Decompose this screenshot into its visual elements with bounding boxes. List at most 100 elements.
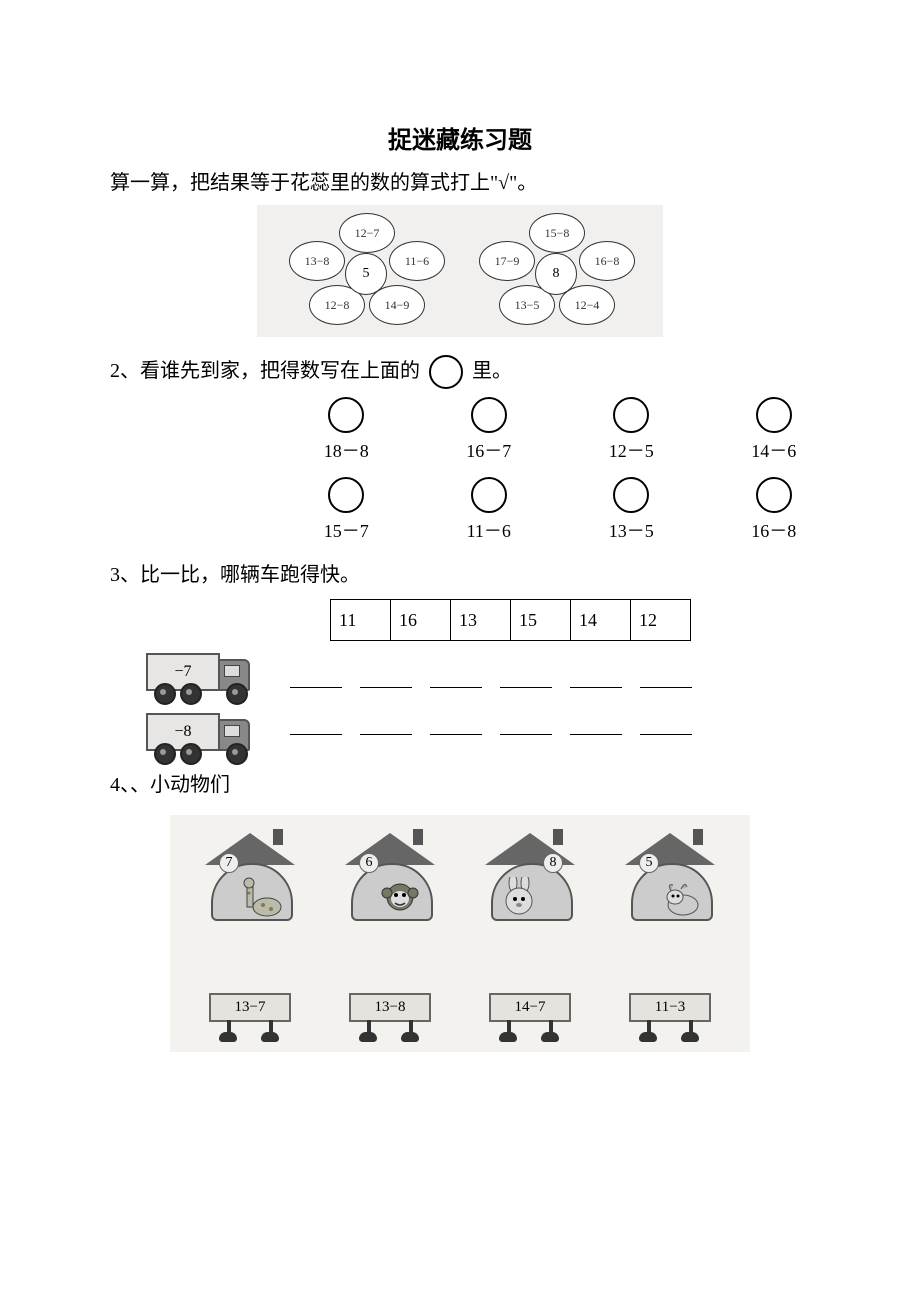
shoe-icon (541, 1032, 559, 1042)
blank[interactable] (360, 667, 412, 688)
flower-2: 15−8 17−9 16−8 13−5 12−4 8 (465, 211, 645, 331)
wheel-icon (180, 743, 202, 765)
house-monkey: 6 (335, 833, 445, 923)
wheel-icon (226, 743, 248, 765)
truck-row-1: −7 (140, 649, 810, 705)
rabbit-icon (499, 877, 545, 917)
expr: 12－5 (595, 437, 668, 463)
house-body (491, 863, 573, 921)
blank[interactable] (640, 667, 692, 688)
q2-item: 14－6 (738, 397, 811, 463)
expr: 13－5 (595, 517, 668, 543)
q2-suffix: 里。 (472, 360, 512, 382)
petal: 17−9 (479, 241, 535, 281)
q2-item: 16－8 (738, 477, 811, 543)
expr: 14－6 (738, 437, 811, 463)
q2-text: 2、看谁先到家，把得数写在上面的 里。 (110, 355, 810, 389)
wheel-icon (180, 683, 202, 705)
blank[interactable] (290, 714, 342, 735)
blank[interactable] (360, 714, 412, 735)
petal: 16−8 (579, 241, 635, 281)
shoe-icon (359, 1032, 377, 1042)
q4-text: 4、、小动物们 (110, 769, 810, 801)
house-giraffe: 7 (195, 833, 305, 923)
table-cell: 16 (391, 600, 451, 641)
feet-item: 13−8 (335, 993, 445, 1022)
expr-label: 11−3 (629, 993, 711, 1022)
answer-circle[interactable] (756, 477, 792, 513)
feet-row: 13−7 13−8 14−7 11−3 (180, 993, 740, 1022)
feet-item: 13−7 (195, 993, 305, 1022)
expr: 15－7 (310, 517, 383, 543)
house-goat: 5 (615, 833, 725, 923)
q2-item: 15－7 (310, 477, 383, 543)
table-cell: 12 (631, 600, 691, 641)
shoe-icon (681, 1032, 699, 1042)
truck-row-2: −8 (140, 709, 810, 765)
q2-item: 18－8 (310, 397, 383, 463)
q3-text: 3、比一比，哪辆车跑得快。 (110, 559, 810, 591)
table-cell: 13 (451, 600, 511, 641)
truck-icon: −8 (140, 709, 260, 765)
inline-circle-icon (429, 355, 463, 389)
monkey-icon (377, 877, 423, 917)
expr: 16－8 (738, 517, 811, 543)
table-cell: 11 (331, 600, 391, 641)
answer-circle[interactable] (328, 477, 364, 513)
expr-label: 13−7 (209, 993, 291, 1022)
q1-text: 算一算，把结果等于花蕊里的数的算式打上"√"。 (110, 167, 810, 199)
worksheet-page: 捉迷藏练习题 算一算，把结果等于花蕊里的数的算式打上"√"。 12−7 13−8… (0, 0, 920, 1112)
answer-circle[interactable] (613, 397, 649, 433)
house-body (631, 863, 713, 921)
q4-illustration: 7 6 (170, 815, 750, 1052)
giraffe-icon (237, 877, 283, 917)
answer-circle[interactable] (471, 397, 507, 433)
blank[interactable] (430, 667, 482, 688)
blank[interactable] (570, 714, 622, 735)
house-rabbit: 8 (475, 833, 585, 923)
q3-number-table: 11 16 13 15 14 12 (330, 599, 691, 641)
house-body (351, 863, 433, 921)
feet-item: 14−7 (475, 993, 585, 1022)
petal: 15−8 (529, 213, 585, 253)
petal: 13−8 (289, 241, 345, 281)
answer-blanks (290, 667, 692, 688)
shoe-icon (639, 1032, 657, 1042)
blank[interactable] (640, 714, 692, 735)
wheel-icon (154, 683, 176, 705)
expr: 16－7 (453, 437, 526, 463)
houses-row: 7 6 (180, 833, 740, 923)
blank[interactable] (570, 667, 622, 688)
flower-center: 8 (535, 253, 577, 295)
house-body (211, 863, 293, 921)
page-title: 捉迷藏练习题 (110, 120, 810, 155)
q2-prefix: 2、看谁先到家，把得数写在上面的 (110, 360, 420, 382)
blank[interactable] (500, 667, 552, 688)
wheel-icon (226, 683, 248, 705)
answer-circle[interactable] (756, 397, 792, 433)
q2-item: 13－5 (595, 477, 668, 543)
shoe-icon (219, 1032, 237, 1042)
answer-circle[interactable] (328, 397, 364, 433)
flower-center: 5 (345, 253, 387, 295)
answer-circle[interactable] (613, 477, 649, 513)
answer-blanks (290, 714, 692, 735)
blank[interactable] (290, 667, 342, 688)
q2-item: 11－6 (453, 477, 526, 543)
truck-icon: −7 (140, 649, 260, 705)
q2-item: 12－5 (595, 397, 668, 463)
blank[interactable] (430, 714, 482, 735)
expr: 11－6 (453, 517, 526, 543)
blank[interactable] (500, 714, 552, 735)
goat-icon (657, 877, 703, 917)
petal: 12−7 (339, 213, 395, 253)
house-number: 8 (543, 853, 563, 873)
q1-flowers: 12−7 13−8 11−6 12−8 14−9 5 15−8 17−9 16−… (257, 205, 663, 337)
answer-circle[interactable] (471, 477, 507, 513)
feet-item: 11−3 (615, 993, 725, 1022)
shoe-icon (401, 1032, 419, 1042)
table-cell: 14 (571, 600, 631, 641)
table-cell: 15 (511, 600, 571, 641)
shoe-icon (499, 1032, 517, 1042)
expr-label: 13−8 (349, 993, 431, 1022)
